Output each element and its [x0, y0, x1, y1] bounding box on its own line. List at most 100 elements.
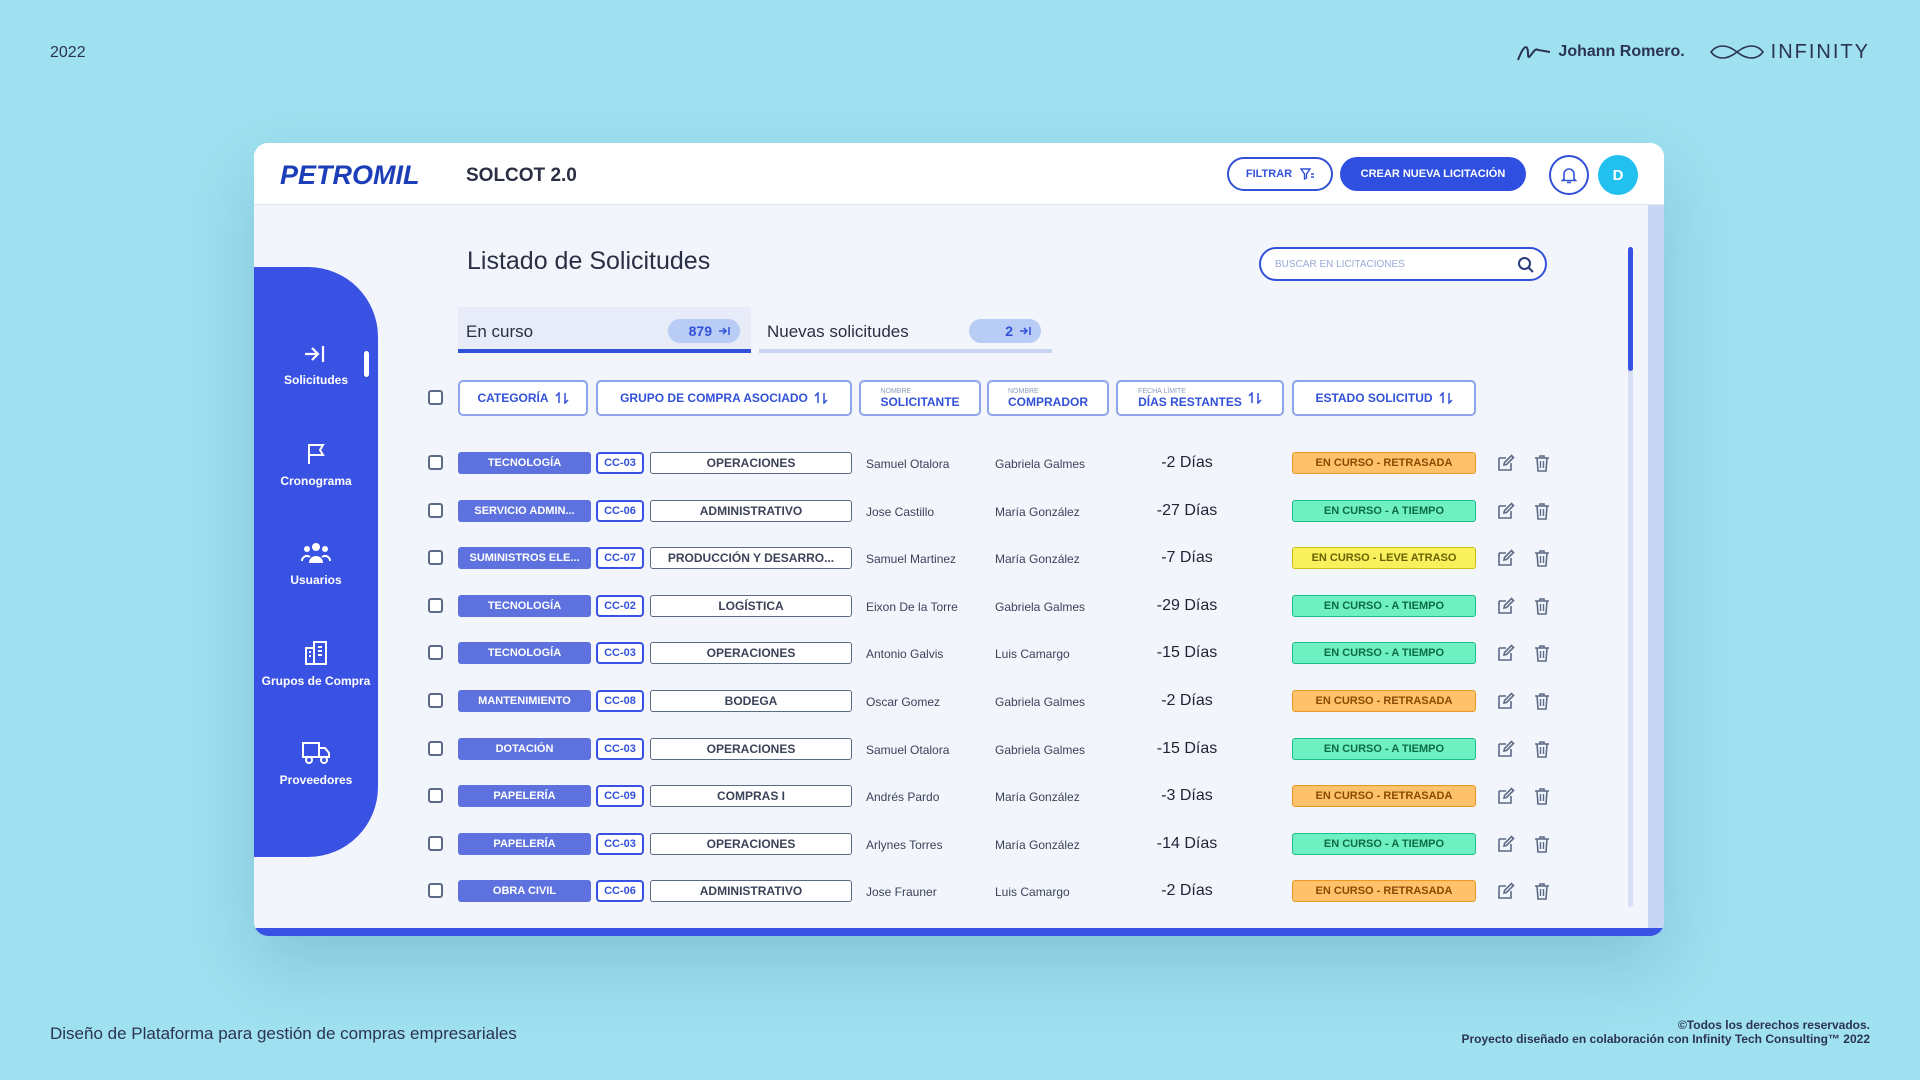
login-arrow-icon [719, 327, 730, 335]
edit-icon[interactable] [1496, 691, 1516, 711]
days-remaining: -29 Días [1156, 596, 1218, 614]
trash-icon[interactable] [1532, 548, 1552, 568]
sidebar-item-usuarios[interactable]: Usuarios [254, 541, 378, 587]
table-row[interactable]: DOTACIÓN CC-03 OPERACIONES Samuel Otalora Ga… [254, 729, 1664, 769]
table-row[interactable]: TECNOLOGÍA CC-02 LOGÍSTICA Eixon De la Torr… [254, 586, 1664, 626]
trash-icon[interactable] [1532, 691, 1552, 711]
status-badge: EN CURSO - RETRASADA [1292, 452, 1476, 474]
status-badge: EN CURSO - RETRASADA [1292, 880, 1476, 903]
search-icon[interactable] [1517, 256, 1535, 274]
sidebar-item-cronograma[interactable]: Cronograma [254, 442, 378, 488]
sidebar-item-label: Usuarios [290, 573, 342, 587]
edit-icon[interactable] [1496, 739, 1516, 759]
tab-en-curso[interactable]: En curso 879 [458, 307, 751, 353]
column-label: GRUPO DE COMPRA ASOCIADO [620, 391, 808, 405]
trash-icon[interactable] [1532, 596, 1552, 616]
edit-icon[interactable] [1496, 548, 1516, 568]
sidebar-item-grupos[interactable]: Grupos de Compra [254, 640, 378, 688]
days-remaining: -27 Días [1156, 501, 1218, 519]
sidebar-item-solicitudes[interactable]: Solicitudes [254, 343, 378, 387]
vertical-scrollbar-thumb[interactable] [1628, 247, 1633, 371]
sidebar-item-proveedores[interactable]: Proveedores [254, 739, 378, 787]
sidebar-item-label: Proveedores [279, 773, 353, 787]
cost-center-badge: CC-08 [596, 690, 644, 712]
status-badge: EN CURSO - RETRASADA [1292, 785, 1476, 808]
trash-icon[interactable] [1532, 786, 1552, 806]
table-row[interactable]: OBRA CIVIL CC-06 ADMINISTRATIVO Jose Fraune… [254, 871, 1664, 911]
category-badge: SERVICIO ADMIN... [458, 499, 591, 522]
purchase-group-label: ADMINISTRATIVO [650, 499, 852, 522]
edit-icon[interactable] [1496, 596, 1516, 616]
trash-icon[interactable] [1532, 834, 1552, 854]
table-row[interactable]: SERVICIO ADMIN... CC-06 ADMINISTRATIVO Jose… [254, 491, 1664, 531]
cost-center-badge: CC-03 [596, 832, 644, 855]
table-row[interactable]: MANTENIMIENTO CC-08 BODEGA Oscar Gomez Gabri… [254, 681, 1664, 721]
buyer-name: María González [995, 552, 1080, 567]
purchase-group-label: OPERACIONES [650, 642, 852, 665]
copyright-line: Proyecto diseñado en colaboración con In… [1461, 1032, 1870, 1046]
tab-label: Nuevas solicitudes [767, 322, 909, 341]
column-header-dias[interactable]: FECHA LÍMITE DÍAS RESTANTES [1116, 380, 1284, 416]
requester-name: Andrés Pardo [866, 790, 940, 805]
cost-center-badge: CC-03 [596, 737, 644, 760]
edit-icon[interactable] [1496, 786, 1516, 806]
edit-icon[interactable] [1496, 501, 1516, 521]
sort-icon [814, 392, 828, 404]
category-badge: SUMINISTROS ELE... [458, 547, 591, 570]
notifications-button[interactable] [1549, 155, 1589, 195]
row-checkbox[interactable] [428, 645, 443, 661]
vertical-scrollbar-track[interactable] [1628, 247, 1633, 907]
app-title: SOLCOT 2.0 [466, 165, 577, 186]
cost-center-badge: CC-07 [596, 547, 644, 570]
trash-icon[interactable] [1532, 453, 1552, 473]
app-window: PETROMIL SOLCOT 2.0 FILTRAR CREAR NUEVA … [254, 143, 1664, 936]
tab-nuevas-solicitudes[interactable]: Nuevas solicitudes 2 [759, 307, 1052, 353]
edit-icon[interactable] [1496, 643, 1516, 663]
filter-button[interactable]: FILTRAR [1227, 157, 1333, 191]
table-row[interactable]: TECNOLOGÍA CC-03 OPERACIONES Antonio Galvis… [254, 633, 1664, 673]
purchase-group-label: PRODUCCIÓN Y DESARRO... [650, 547, 852, 570]
company-logo[interactable]: PETROMIL [280, 160, 420, 190]
row-checkbox[interactable] [428, 550, 443, 566]
column-header-solicitante[interactable]: NOMBRE SOLICITANTE [859, 380, 981, 416]
days-remaining: -2 Días [1161, 454, 1213, 471]
trash-icon[interactable] [1532, 501, 1552, 521]
table-row[interactable]: PAPELERÍA CC-09 COMPRAS I Andrés Pardo María… [254, 776, 1664, 816]
table-row[interactable]: SUMINISTROS ELE... CC-07 PRODUCCIÓN Y DESA… [254, 538, 1664, 578]
search-input[interactable]: BUSCAR EN LICITACIONES [1259, 247, 1547, 281]
top-bar: PETROMIL SOLCOT 2.0 FILTRAR CREAR NUEVA … [254, 143, 1664, 205]
login-arrow-icon [305, 346, 325, 362]
edit-icon[interactable] [1496, 834, 1516, 854]
trash-icon[interactable] [1532, 643, 1552, 663]
column-header-grupo[interactable]: GRUPO DE COMPRA ASOCIADO [596, 380, 852, 416]
trash-icon[interactable] [1532, 739, 1552, 759]
row-checkbox[interactable] [428, 455, 443, 470]
edit-icon[interactable] [1496, 453, 1516, 473]
create-tender-button[interactable]: CREAR NUEVA LICITACIÓN [1340, 157, 1526, 191]
row-checkbox[interactable] [428, 835, 443, 851]
row-checkbox[interactable] [428, 597, 443, 613]
category-badge: MANTENIMIENTO [458, 690, 591, 712]
row-checkbox[interactable] [428, 883, 443, 899]
row-checkbox[interactable] [428, 788, 443, 804]
row-checkbox[interactable] [428, 693, 443, 708]
column-header-estado[interactable]: ESTADO SOLICITUD [1292, 380, 1476, 416]
column-header-categoria[interactable]: CATEGORÍA [458, 380, 588, 416]
column-header-comprador[interactable]: NOMBRE COMPRADOR [987, 380, 1109, 416]
row-checkbox[interactable] [428, 740, 443, 756]
select-all-checkbox[interactable] [428, 390, 443, 405]
trash-icon[interactable] [1532, 881, 1552, 901]
requester-name: Jose Frauner [866, 885, 937, 900]
cost-center-badge: CC-02 [596, 594, 644, 617]
days-remaining: -2 Días [1161, 692, 1213, 709]
row-checkbox[interactable] [428, 502, 443, 518]
user-avatar[interactable]: D [1598, 155, 1638, 195]
purchase-group-label: OPERACIONES [650, 452, 852, 474]
column-label: SOLICITANTE [880, 394, 960, 409]
table-row[interactable]: PAPELERÍA CC-03 OPERACIONES Arlynes Torres M… [254, 824, 1664, 864]
days-remaining: -14 Días [1156, 834, 1218, 852]
right-rail [1648, 205, 1664, 936]
requester-name: Samuel Martinez [866, 552, 957, 567]
table-row[interactable]: TECNOLOGÍA CC-03 OPERACIONES Samuel Otalora… [254, 443, 1664, 483]
edit-icon[interactable] [1496, 881, 1516, 901]
